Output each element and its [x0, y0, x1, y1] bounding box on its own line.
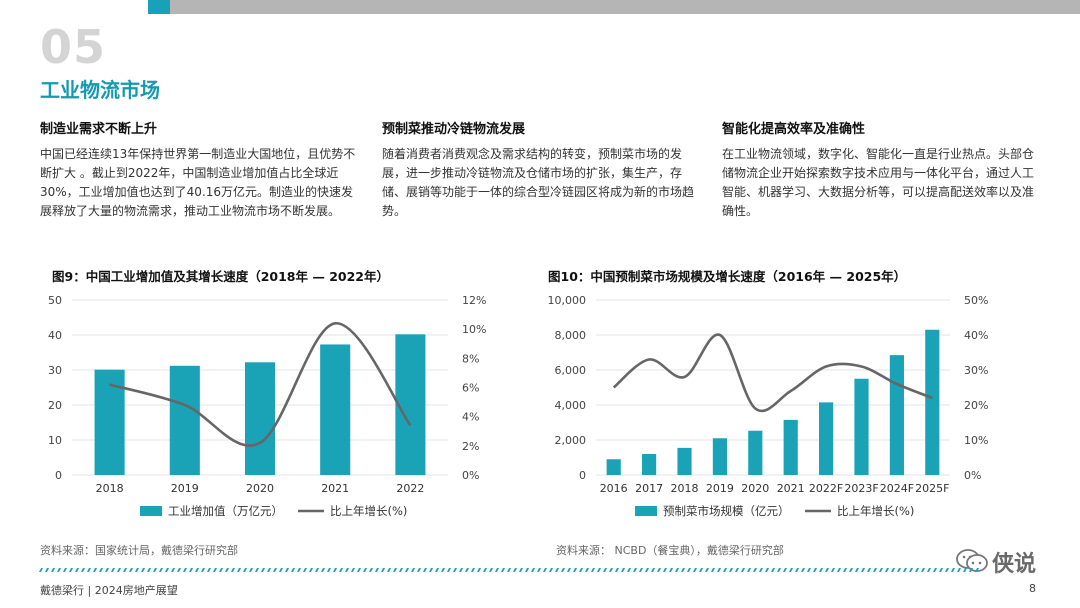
top-bar — [170, 0, 1080, 14]
footer-report-name: 戴德梁行 | 2024房地产展望 — [40, 584, 178, 597]
legend-bar-swatch — [635, 506, 657, 516]
y-right-tick-label: 20% — [964, 399, 988, 412]
legend-line-label: 比上年增长(%) — [330, 504, 407, 518]
column-intelligence: 智能化提高效率及准确性 在工业物流领域，数字化、智能化一直是行业热点。头部仓储物… — [722, 118, 1044, 221]
y-left-tick-label: 4,000 — [555, 399, 587, 412]
bar — [748, 430, 763, 475]
y-left-tick-label: 10,000 — [548, 294, 587, 307]
legend-line-label: 比上年增长(%) — [837, 504, 914, 518]
y-right-tick-label: 10% — [964, 434, 988, 447]
legend-bar-swatch — [140, 506, 162, 516]
x-tick-label: 2021 — [777, 482, 805, 495]
y-left-tick-label: 30 — [48, 364, 62, 377]
y-right-tick-label: 4% — [462, 411, 479, 424]
x-tick-label: 2018 — [96, 482, 124, 495]
y-left-tick-label: 50 — [48, 294, 62, 307]
footer-divider — [38, 568, 982, 572]
x-tick-label: 2020 — [246, 482, 274, 495]
x-tick-label: 2023F — [844, 482, 878, 495]
chart2-title: 图10：中国预制菜市场规模及增长速度（2016年 — 2025年） — [548, 269, 907, 284]
y-right-tick-label: 12% — [462, 294, 486, 307]
y-left-tick-label: 6,000 — [555, 364, 587, 377]
x-tick-label: 2022F — [809, 482, 843, 495]
y-left-tick-label: 10 — [48, 434, 62, 447]
section-number: 05 — [40, 20, 107, 74]
bar — [783, 419, 798, 475]
chart-prepared-food: 0 2,000 4,000 6,000 8,000 10,000 0% 10% 20% 30% 40… — [548, 294, 989, 518]
column-cold-chain: 预制菜推动冷链物流发展 随着消费者消费观念及需求结构的转变，预制菜市场的发展，进… — [382, 118, 704, 221]
bar — [677, 447, 692, 475]
y-left-tick-label: 0 — [55, 469, 62, 482]
y-left-tick-label: 40 — [48, 329, 62, 342]
top-bar-accent — [148, 0, 170, 14]
section-title: 工业物流市场 — [40, 78, 160, 102]
y-left-tick-label: 20 — [48, 399, 62, 412]
x-tick-label: 2020 — [741, 482, 769, 495]
x-tick-label: 2017 — [635, 482, 663, 495]
y-right-tick-label: 40% — [964, 329, 988, 342]
x-tick-label: 2019 — [706, 482, 734, 495]
y-right-tick-label: 8% — [462, 352, 479, 365]
x-tick-label: 2022 — [396, 482, 424, 495]
column-body: 在工业物流领域，数字化、智能化一直是行业热点。头部仓储物流企业开始探索数字技术应… — [722, 147, 1035, 218]
y-right-tick-label: 30% — [964, 364, 988, 377]
column-manufacturing: 制造业需求不断上升 中国已经连续13年保持世界第一制造业大国地位，且优势不断扩大… — [40, 118, 362, 221]
y-right-tick-label: 10% — [462, 323, 486, 336]
column-body: 随着消费者消费观念及需求结构的转变，预制菜市场的发展，进一步推动冷链物流及仓储市… — [382, 147, 695, 218]
chart1-source: 资料来源：国家统计局，戴德梁行研究部 — [40, 544, 238, 557]
bar — [819, 402, 834, 475]
page-number: 8 — [1029, 582, 1036, 595]
column-title: 智能化提高效率及准确性 — [722, 122, 866, 137]
x-tick-label: 2025F — [915, 482, 949, 495]
column-title: 预制菜推动冷链物流发展 — [382, 122, 526, 137]
bar — [925, 329, 940, 475]
growth-line — [109, 322, 412, 447]
watermark-text: 侠说 — [992, 552, 1037, 577]
chart2-source: 资料来源： NCBD（餐宝典），戴德梁行研究部 — [556, 544, 784, 557]
column-title: 制造业需求不断上升 — [40, 122, 158, 137]
y-right-tick-label: 0% — [462, 469, 479, 482]
y-right-tick-label: 50% — [964, 294, 988, 307]
bar — [606, 459, 621, 475]
bar — [642, 454, 657, 475]
x-tick-label: 2016 — [600, 482, 628, 495]
chat-bubble-icon — [956, 549, 988, 572]
x-tick-label: 2021 — [321, 482, 349, 495]
y-left-tick-label: 8,000 — [555, 329, 587, 342]
legend-bar-label: 工业增加值（万亿元） — [168, 504, 283, 518]
bar — [854, 378, 869, 475]
growth-line — [612, 333, 933, 413]
bar — [244, 362, 276, 475]
x-tick-label: 2019 — [171, 482, 199, 495]
chart-industrial-value: 0 10 20 30 40 50 0% 2% 4% 6% 8% 10% 12% 2018 2019 2020 2… — [48, 294, 486, 518]
legend-bar-label: 预制菜市场规模（亿元） — [663, 504, 790, 518]
bar — [889, 355, 904, 475]
y-right-tick-label: 2% — [462, 440, 479, 453]
y-right-tick-label: 0% — [964, 469, 981, 482]
y-left-tick-label: 0 — [579, 469, 586, 482]
top-bar-left — [0, 0, 148, 14]
chart1-title: 图9：中国工业增加值及其增长速度（2018年 — 2022年） — [52, 269, 389, 284]
y-right-tick-label: 6% — [462, 382, 479, 395]
x-tick-label: 2018 — [671, 482, 699, 495]
x-tick-label: 2024F — [880, 482, 914, 495]
column-body: 中国已经连续13年保持世界第一制造业大国地位，且优势不断扩大 。截止到2022年… — [40, 147, 356, 218]
bar — [395, 334, 426, 475]
bar — [712, 438, 727, 475]
bar — [169, 365, 200, 475]
bar — [320, 344, 351, 475]
y-left-tick-label: 2,000 — [555, 434, 587, 447]
